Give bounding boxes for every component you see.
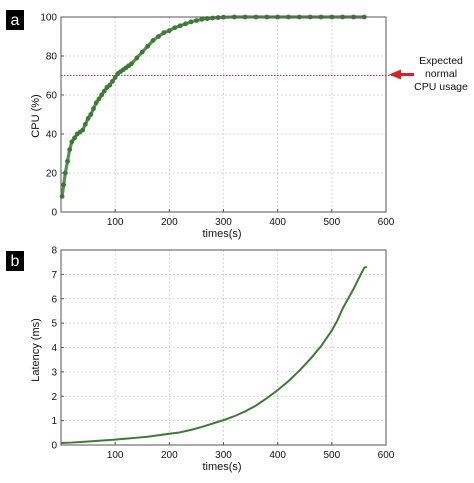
cpu-y-tick-label: 20	[46, 169, 58, 180]
cpu-data-point	[177, 23, 183, 29]
latency-chart-x-ticks: 100 200 300 400 500 600	[107, 442, 395, 461]
annotation-line-1: Expected	[419, 55, 463, 67]
latency-chart-grid	[61, 250, 386, 445]
latency-chart-x-axis-label: times(s)	[202, 461, 241, 473]
latency-x-tick-label: 600	[378, 450, 395, 461]
cpu-data-point	[210, 15, 216, 21]
cpu-data-point	[85, 116, 91, 121]
latency-chart-series	[60, 266, 368, 445]
cpu-data-point	[145, 43, 151, 49]
cpu-x-tick-label: 200	[161, 217, 178, 228]
latency-y-tick-label: 1	[51, 416, 57, 427]
cpu-data-point	[150, 38, 156, 43]
latency-x-tick-label: 300	[215, 450, 232, 461]
cpu-data-point	[67, 147, 73, 153]
cpu-data-point	[82, 121, 88, 127]
cpu-chart-grid	[61, 17, 386, 212]
cpu-data-point	[69, 139, 75, 145]
cpu-data-point	[188, 19, 194, 25]
cpu-x-tick-label: 500	[323, 217, 340, 228]
latency-x-tick-label: 400	[269, 450, 286, 461]
cpu-data-point	[91, 106, 96, 112]
panel-b-label: b	[11, 253, 20, 270]
latency-x-tick-label: 200	[161, 450, 178, 461]
cpu-data-point	[112, 75, 118, 80]
cpu-x-tick-label: 300	[215, 217, 232, 228]
cpu-y-tick-label: 0	[51, 208, 57, 219]
cpu-data-point	[199, 16, 205, 22]
cpu-data-point	[107, 82, 113, 88]
annotation-arrow-head	[389, 69, 401, 80]
cpu-x-tick-label: 100	[107, 217, 124, 228]
cpu-data-point	[65, 158, 70, 164]
panel-a-label-bg	[6, 10, 24, 30]
cpu-chart-x-ticks: 100 200 300 400 500 600	[107, 209, 395, 228]
annotation-line-2: normal	[425, 68, 457, 80]
panel-b-label-bg	[6, 251, 24, 271]
cpu-y-tick-label: 40	[46, 130, 58, 141]
latency-y-tick-label: 7	[51, 270, 57, 281]
cpu-data-point	[101, 88, 107, 94]
cpu-data-point	[99, 92, 105, 98]
latency-series-line	[60, 266, 368, 445]
cpu-x-tick-label: 600	[378, 217, 395, 228]
cpu-data-point	[183, 21, 188, 27]
cpu-data-point	[166, 28, 172, 34]
latency-y-tick-label: 5	[51, 319, 57, 330]
cpu-chart-x-axis-label: times(s)	[202, 228, 241, 240]
cpu-chart-y-ticks: 0 20 40 60 80 100	[40, 13, 64, 219]
cpu-data-point	[129, 61, 134, 67]
panel-a-label: a	[11, 12, 20, 29]
cpu-data-point	[93, 100, 99, 106]
cpu-data-point	[110, 78, 115, 84]
cpu-y-tick-label: 80	[46, 52, 58, 63]
cpu-data-point	[215, 15, 221, 20]
cpu-data-point	[156, 34, 161, 39]
latency-y-tick-label: 0	[51, 441, 57, 452]
cpu-data-point	[161, 30, 167, 35]
cpu-chart-panel: a 100 200 300 400 500 600 0 20 40 60 80 100 times(…	[6, 10, 468, 240]
latency-y-tick-label: 2	[51, 392, 57, 403]
cpu-y-tick-label: 60	[46, 91, 58, 102]
latency-chart-y-axis-label: Latency (ms)	[30, 318, 42, 382]
cpu-x-tick-label: 400	[269, 217, 286, 228]
annotation-line-3: CPU usage	[414, 81, 468, 93]
latency-y-tick-label: 3	[51, 367, 57, 378]
cpu-data-point	[61, 182, 67, 188]
cpu-series-trace	[60, 15, 366, 198]
cpu-data-point	[59, 194, 65, 199]
cpu-data-point	[96, 96, 102, 102]
cpu-data-point	[194, 18, 199, 23]
cpu-data-point	[72, 135, 77, 141]
latency-x-tick-label: 100	[107, 450, 124, 461]
cpu-data-point	[172, 25, 178, 31]
cpu-chart-y-axis-label: CPU (%)	[30, 94, 42, 137]
latency-y-tick-label: 4	[51, 343, 57, 354]
cpu-chart-series	[59, 14, 367, 199]
latency-y-tick-label: 6	[51, 294, 57, 305]
cpu-y-tick-label: 100	[40, 13, 57, 24]
latency-y-tick-label: 8	[51, 246, 57, 257]
cpu-data-point	[62, 170, 68, 176]
annotation-arrow	[389, 69, 414, 80]
latency-chart-y-ticks: 0 1 2 3 4 5 6 7 8	[51, 246, 64, 452]
latency-x-tick-label: 500	[323, 450, 340, 461]
cpu-data-point	[88, 112, 94, 117]
cpu-data-point	[80, 127, 86, 133]
cpu-data-point	[139, 49, 145, 55]
cpu-data-point	[134, 55, 140, 61]
